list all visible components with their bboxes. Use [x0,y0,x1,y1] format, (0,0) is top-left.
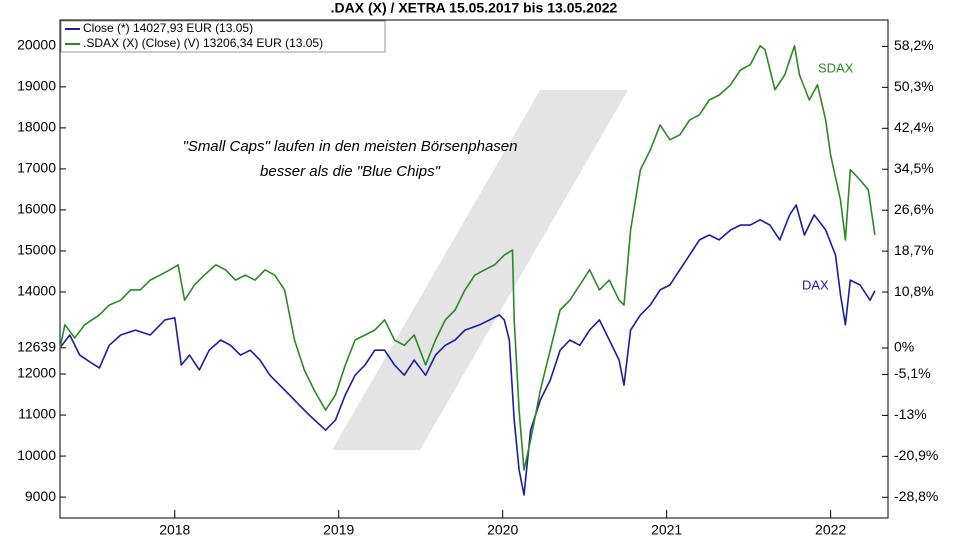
legend: Close (*) 14027,93 EUR (13.05).SDAX (X) … [60,20,386,53]
y-tick-label: 14000 [17,283,56,299]
x-tick-label: 2021 [651,522,682,538]
y-tick-label: 10000 [17,447,56,463]
y2-tick-label: 58,2% [894,37,934,53]
x-tick-label: 2018 [159,522,190,538]
y2-tick-label: -5,1% [894,365,931,381]
y-tick-label: 18000 [17,119,56,135]
y2-tick-label: 18,7% [894,242,934,258]
y2-tick-label: -28,8% [894,488,938,504]
y-tick-label: 19000 [17,78,56,94]
series-label: DAX [802,277,829,292]
watermark [332,90,628,450]
chart-title: .DAX (X) / XETRA 15.05.2017 bis 13.05.20… [331,0,618,16]
annotation: besser als die "Blue Chips" [260,163,441,180]
y2-tick-label: 0% [894,339,914,355]
series-label: SDAX [818,60,854,75]
y-tick-label: 17000 [17,160,56,176]
series-line [59,45,876,471]
series-line [59,204,876,496]
plot-frame [59,19,889,519]
y-tick-label: 20000 [17,37,56,53]
y2-tick-label: -20,9% [894,447,938,463]
y-tick-label: 12639 [17,339,56,355]
x-tick-label: 2022 [815,522,846,538]
legend-label: Close (*) 14027,93 EUR (13.05) [83,21,253,35]
annotation: "Small Caps" laufen in den meisten Börse… [182,138,517,155]
x-tick-label: 2019 [323,522,354,538]
y-tick-label: 9000 [25,488,56,504]
x-tick-label: 2020 [487,522,518,538]
y2-tick-label: 34,5% [894,160,934,176]
y-tick-label: 12000 [17,365,56,381]
y2-tick-label: 50,3% [894,78,934,94]
y-tick-label: 15000 [17,242,56,258]
legend-box [60,20,386,53]
legend-label: .SDAX (X) (Close) (V) 13206,34 EUR (13.0… [83,36,323,50]
y2-tick-label: -13% [894,406,927,422]
y2-tick-label: 10,8% [894,283,934,299]
y2-tick-label: 26,6% [894,201,934,217]
y-tick-label: 11000 [18,406,56,422]
y2-tick-label: 42,4% [894,119,934,135]
y-tick-label: 16000 [17,201,56,217]
